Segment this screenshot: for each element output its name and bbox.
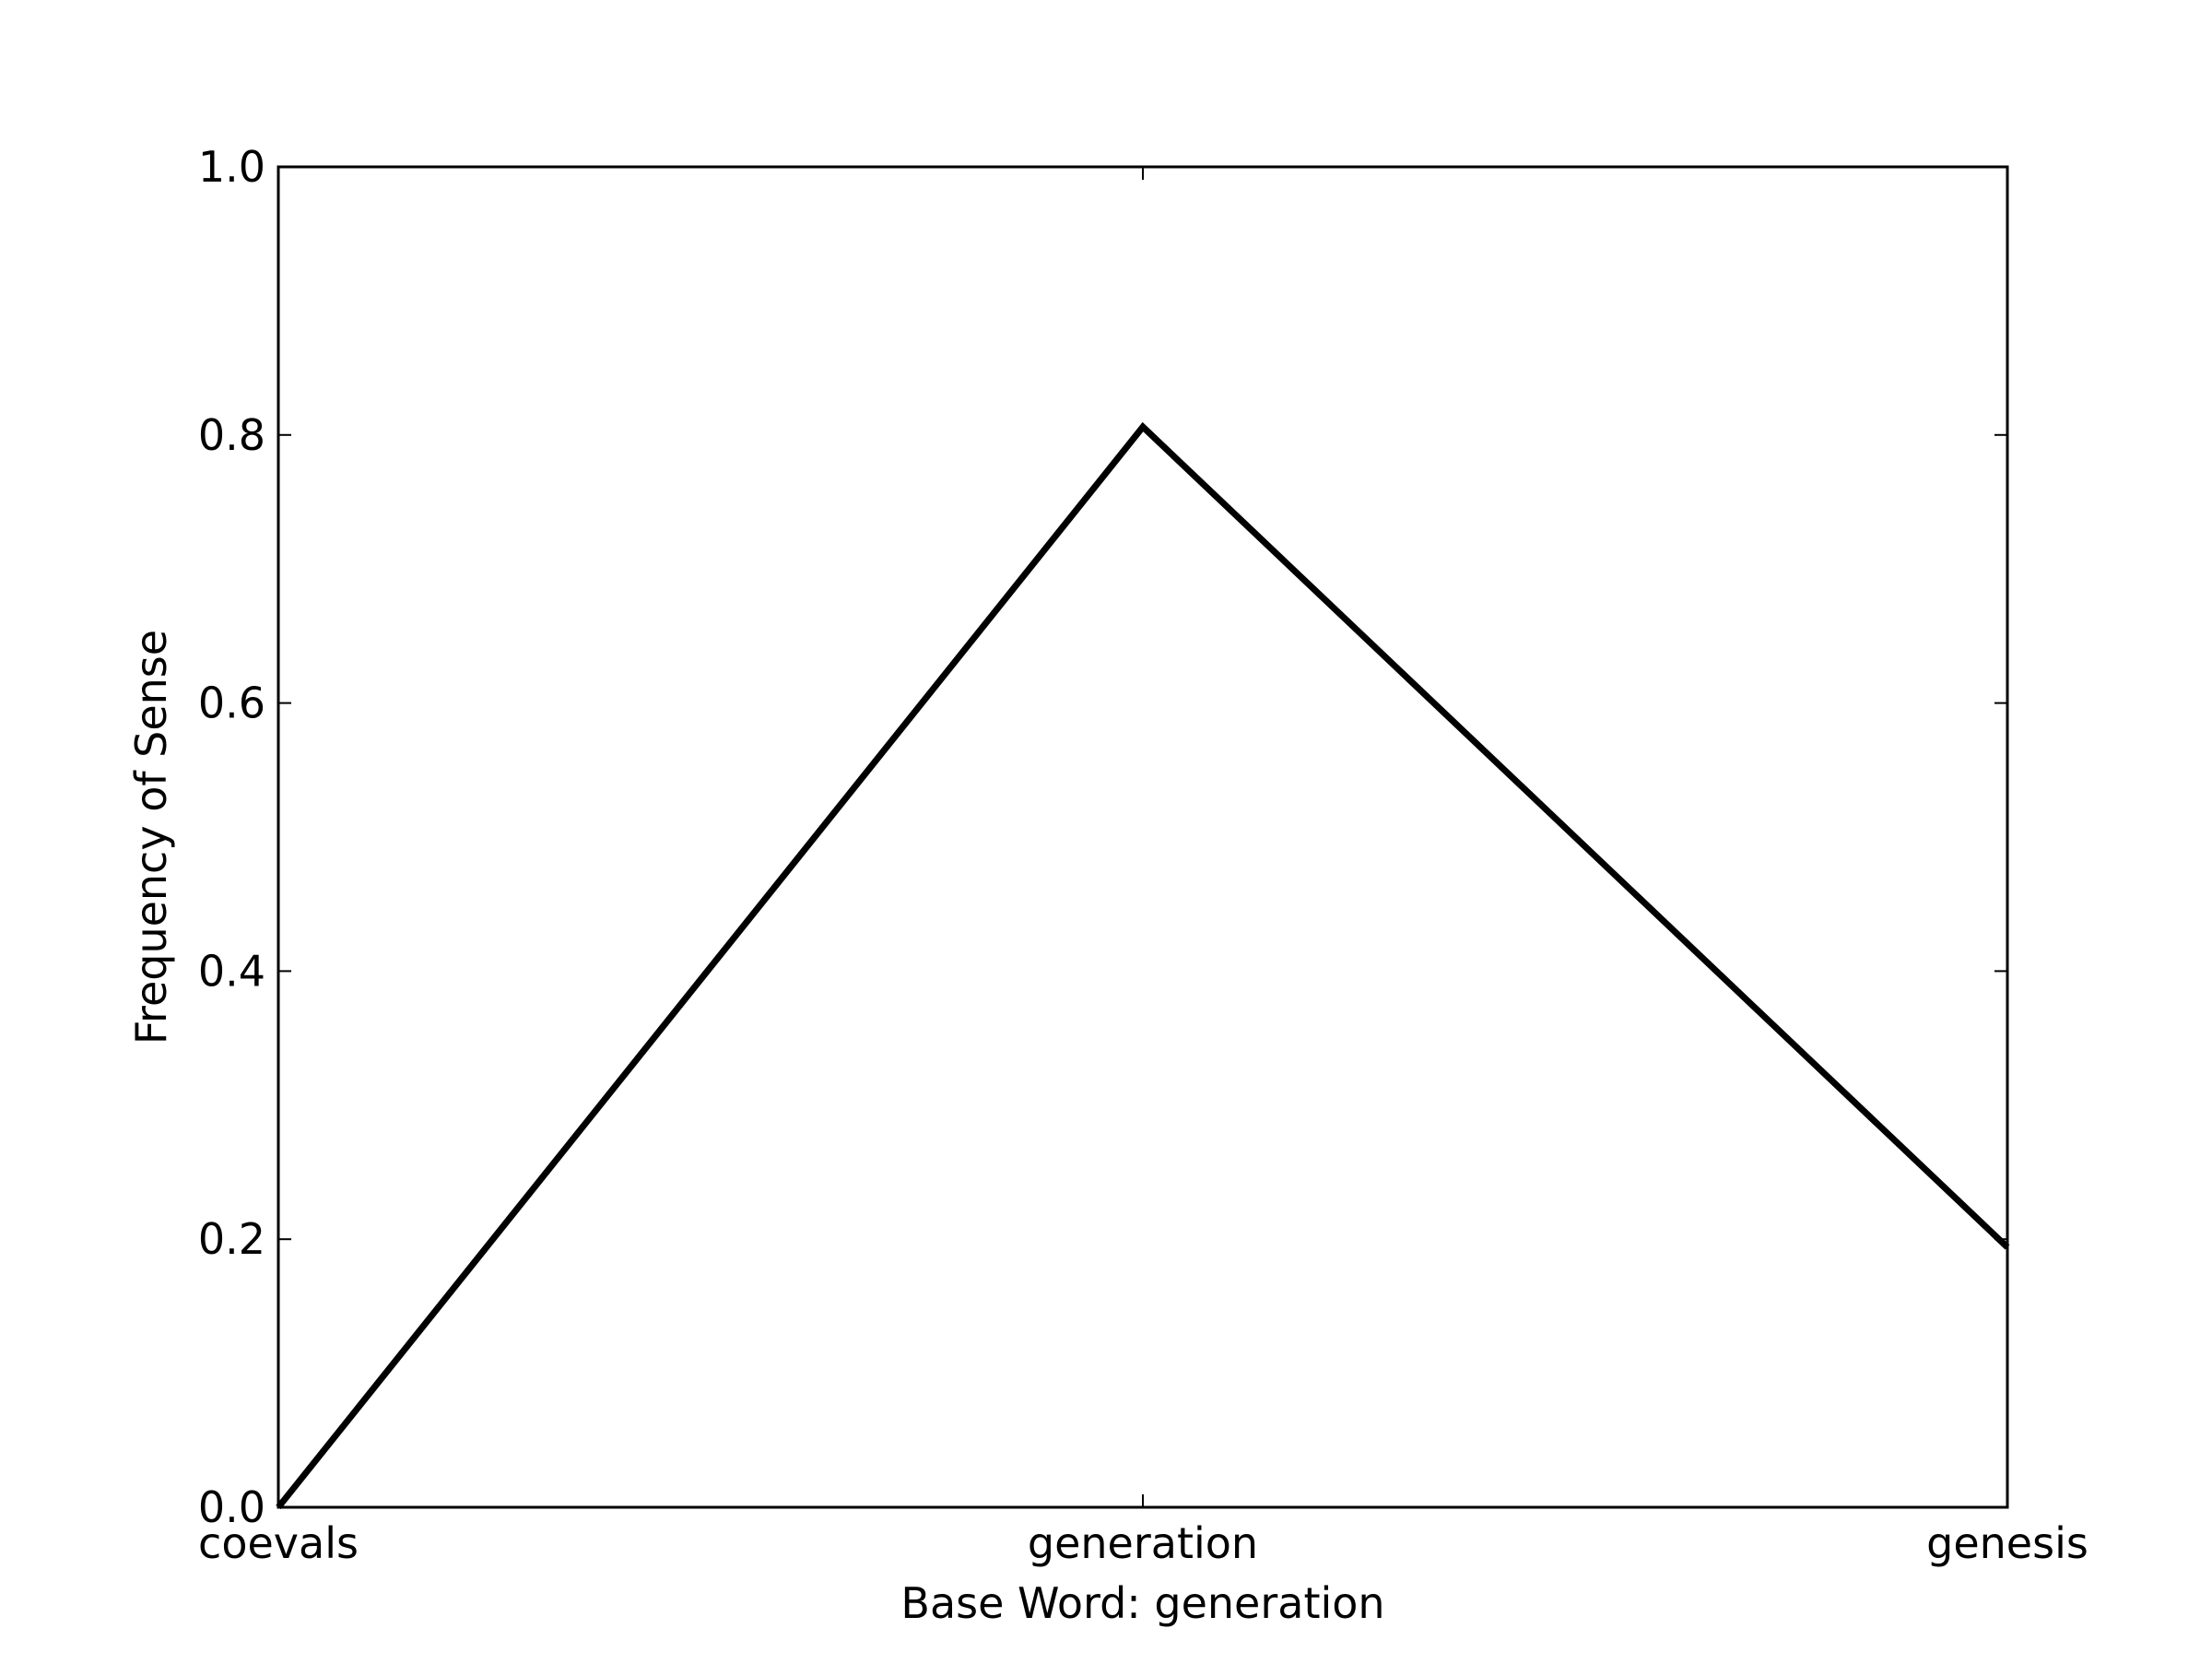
y-tick-label: 1.0 (198, 142, 265, 192)
series-layer (276, 421, 2010, 1510)
plot-area (278, 167, 2007, 1507)
series-line (276, 421, 2010, 1510)
y-axis-label: Frequency of Sense (126, 630, 176, 1044)
x-tick-label: coevals (198, 1518, 359, 1568)
y-tick-label: 0.4 (198, 946, 265, 996)
labels-layer: 0.0 0.2 0.4 0.6 0.8 1.0 coevals generation genes… (198, 142, 2088, 1568)
y-tick-label: 0.0 (198, 1482, 265, 1532)
x-tick-label: generation (1028, 1518, 1258, 1568)
y-tick-label: 0.6 (198, 679, 265, 728)
x-axis-label: Base Word: generation (900, 1578, 1384, 1628)
y-tick-label: 0.8 (198, 410, 265, 460)
y-tick-label: 0.2 (198, 1214, 265, 1264)
plot-frame (276, 165, 2009, 1509)
x-tick-label: genesis (1926, 1518, 2088, 1568)
